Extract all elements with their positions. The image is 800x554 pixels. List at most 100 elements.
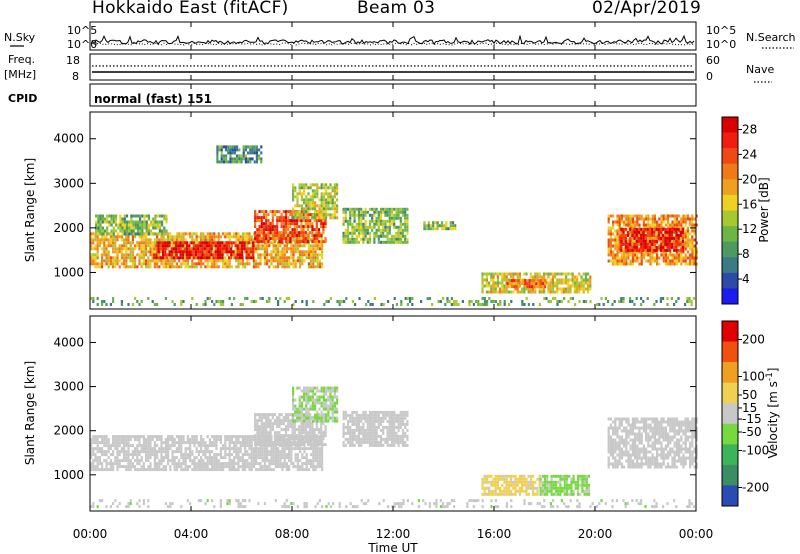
heatmap-cell [360,216,363,220]
heatmap-cell [320,198,323,202]
heatmap-cell [98,441,101,445]
heatmap-cell [607,250,610,254]
heatmap-cell [642,242,645,246]
heatmap-cell [253,151,256,155]
heatmap-cell [153,447,156,451]
heatmap-cell [138,450,141,454]
heatmap-cell [562,281,565,285]
heatmap-cell [109,259,112,263]
heatmap-cell [312,244,315,248]
heatmap-cell [151,438,154,442]
heatmap-cell [173,303,176,306]
heatmap-cell [535,285,538,289]
heatmap-cell [259,297,262,300]
heatmap-cell [184,259,187,263]
heatmap-cell [492,278,495,282]
heatmap-cell [375,207,378,211]
heatmap-cell [295,240,299,244]
heatmap-cell [445,227,448,231]
heatmap-cell [649,253,652,257]
heatmap-cell [529,275,532,279]
heatmap-cell [294,204,297,208]
heatmap-cell [263,465,266,469]
heatmap-cell [449,221,452,225]
heatmap-cell [201,244,204,248]
heatmap-cell [121,220,124,224]
heatmap-cell [186,441,189,445]
heatmap-cell [151,244,154,248]
heatmap-cell [138,468,141,472]
heatmap-cell [223,244,226,248]
heatmap-cell [582,287,585,291]
heatmap-cell [98,435,101,439]
heatmap-cell [651,259,654,263]
heatmap-cell [653,214,656,218]
heatmap-cell [664,259,667,263]
heatmap-cell [387,300,390,303]
heatmap-cell [265,428,268,432]
heatmap-cell [291,222,294,226]
heatmap-cell [164,244,167,248]
heatmap-cell [642,227,645,231]
heatmap-cell [213,259,216,263]
heatmap-cell [666,245,669,249]
heatmap-cell [109,303,112,306]
heatmap-cell [686,226,689,230]
heatmap-cell [96,303,99,306]
heatmap-cell [206,435,209,439]
heatmap-cell [636,253,639,257]
heatmap-cell [116,459,119,463]
heatmap-cell [580,278,583,282]
heatmap-cell [558,300,561,303]
heatmap-cell [578,284,581,288]
heatmap-cell [353,219,356,223]
heatmap-cell [271,422,274,426]
heatmap-cell [271,425,274,429]
heatmap-cell [281,256,284,260]
heatmap-cell [440,224,444,228]
heatmap-cell [310,259,313,263]
heatmap-cell [578,290,581,294]
heatmap-cell [355,213,358,217]
heatmap-cell [134,265,137,269]
heatmap-cell [290,462,293,466]
heatmap-cell [236,247,239,251]
heatmap-cell [532,290,535,294]
heatmap-cell [215,447,218,451]
heatmap-cell [184,232,187,236]
heatmap-cell [311,216,314,220]
heatmap-cell [172,241,176,245]
heatmap-cell [255,453,258,457]
heatmap-cell [120,447,123,451]
heatmap-cell [105,244,108,248]
heatmap-cell [627,217,630,221]
heatmap-cell [166,256,169,260]
heatmap-cell [659,297,662,300]
heatmap-cell [406,231,409,235]
heatmap-cell [171,259,174,263]
heatmap-cell [203,253,206,257]
heatmap-cell [499,281,502,285]
heatmap-cell [634,223,637,227]
heatmap-cell [127,253,130,257]
heatmap-cell [161,214,164,218]
heatmap-cell [349,237,352,241]
heatmap-cell [404,207,407,211]
heatmap-cell [168,241,171,245]
heatmap-cell [303,395,306,399]
heatmap-cell [631,238,634,242]
heatmap-cell [175,262,178,266]
heatmap-cell [136,453,139,457]
heatmap-cell [294,300,297,303]
heatmap-cell [295,225,299,229]
heatmap-cell [294,453,297,457]
heatmap-cell [307,395,310,399]
heatmap-cell [386,207,389,211]
heatmap-cell [565,272,568,276]
heatmap-cell [655,239,658,243]
heatmap-cell [216,250,220,254]
heatmap-cell [431,303,434,306]
heatmap-cell [279,465,282,469]
heatmap-cell [285,244,288,248]
heatmap-cell [228,450,231,454]
